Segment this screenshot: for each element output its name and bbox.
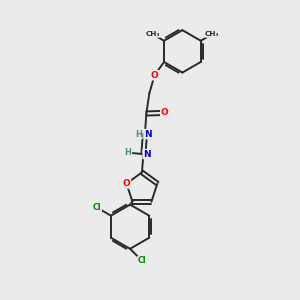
Text: O: O [123, 179, 130, 188]
Text: O: O [161, 108, 169, 117]
Text: N: N [144, 130, 152, 139]
Text: H: H [125, 148, 131, 157]
Text: CH₃: CH₃ [145, 31, 160, 37]
Text: N: N [143, 150, 151, 159]
Text: Cl: Cl [138, 256, 146, 266]
Text: O: O [151, 71, 158, 80]
Text: CH₃: CH₃ [205, 31, 220, 37]
Text: H: H [135, 130, 142, 139]
Text: Cl: Cl [93, 203, 101, 212]
